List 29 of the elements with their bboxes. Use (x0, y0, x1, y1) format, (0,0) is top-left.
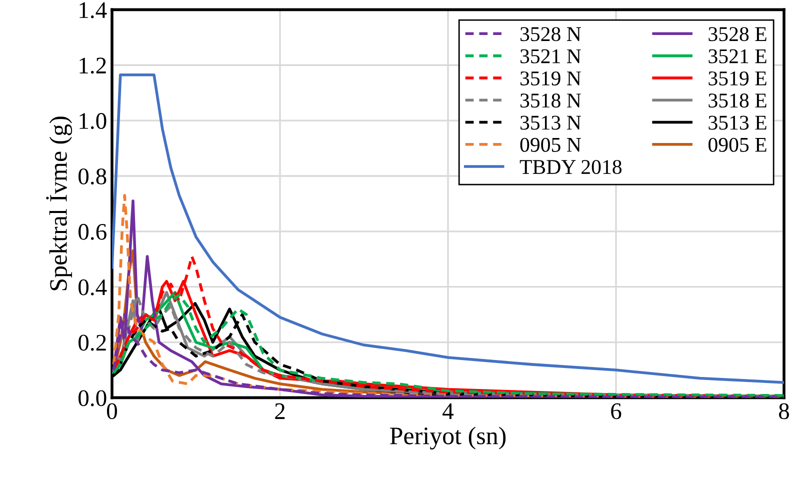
legend-label: 3513 N (520, 116, 581, 130)
legend-label: 0905 N (520, 138, 581, 152)
legend-label: 3518 N (520, 94, 581, 108)
legend-label: 3518 E (708, 94, 766, 108)
y-tick-label: 1.0 (80, 113, 106, 130)
legend-label: 3521 E (708, 49, 766, 64)
x-tick-label: 6 (611, 403, 622, 420)
legend-label: 3513 E (708, 116, 766, 130)
x-axis-title: Periyot (sn) (390, 426, 506, 450)
y-tick-label: 0.2 (78, 334, 106, 351)
legend-label: TBDY 2018 (520, 160, 622, 174)
x-tick-label: 0 (106, 403, 118, 420)
legend-label: 3519 E (708, 71, 766, 86)
y-tick-label: 0.4 (78, 279, 107, 296)
y-tick-label: 0.6 (78, 224, 106, 240)
y-tick-label: 0.8 (78, 168, 106, 185)
legend-label: 3528 E (708, 27, 766, 42)
y-axis-title: Spektral İvme (g) (46, 116, 72, 290)
x-tick-label: 4 (442, 403, 454, 419)
legend-label: 3528 N (520, 27, 581, 42)
y-tick-label: 1.2 (80, 58, 106, 74)
line-series (112, 73, 784, 384)
legend-label: 0905 E (708, 138, 766, 152)
y-tick-label: 1.4 (80, 2, 107, 18)
x-tick-label: 8 (778, 403, 790, 420)
x-tick-label: 2 (275, 403, 285, 419)
legend-label: 3521 N (520, 49, 581, 64)
legend-label: 3519 N (520, 71, 581, 86)
y-tick-label: 0.0 (78, 390, 106, 406)
